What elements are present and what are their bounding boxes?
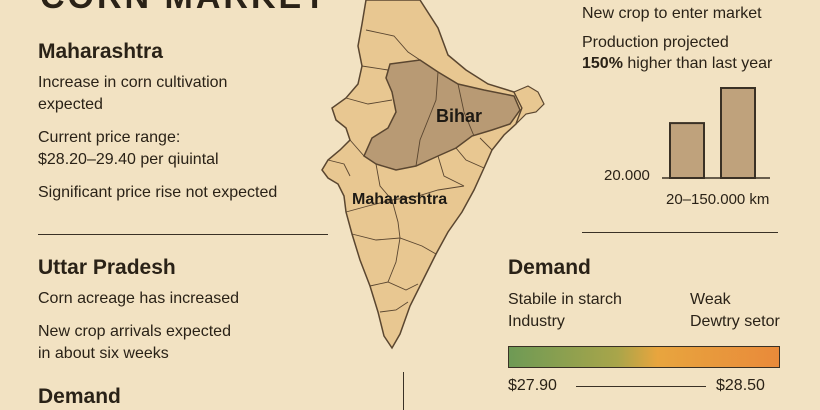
price-low: $27.90 — [508, 377, 557, 394]
left-divider-1 — [38, 234, 328, 235]
production-percent-text: 150% higher than last year — [582, 53, 772, 75]
production-projected-text: Production projected — [582, 34, 729, 51]
highlight-region — [363, 59, 521, 171]
uttar-pradesh-line-1: Corn acreage has increased — [38, 290, 240, 307]
demand-left-label-1: Stabile in starch — [508, 291, 622, 308]
price-range-line — [576, 386, 706, 387]
bar-axis-value: 20.000 — [604, 167, 650, 184]
india-map: Bihar Maharashtra — [321, 0, 545, 350]
bottom-center-divider — [403, 372, 404, 410]
maharashtra-heading: Maharashtra — [38, 40, 163, 63]
demand-right-label-2: Dewtry setor — [690, 313, 780, 330]
production-bar-chart: 20.000 20–150.000 km — [604, 87, 770, 208]
map-label-bihar: Bihar — [436, 106, 482, 126]
page-title: CORN MARKET — [40, 0, 328, 17]
right-divider-1 — [582, 232, 778, 233]
demand-right-label-1: Weak — [690, 291, 731, 308]
production-bar-2 — [720, 87, 756, 179]
bar-axis-caption: 20–150.000 km — [666, 191, 769, 208]
production-bar-1 — [669, 122, 705, 179]
maharashtra-line-2: expected — [38, 96, 103, 113]
demand-left-label-2: Industry — [508, 313, 565, 330]
uttar-pradesh-line-2: New crop arrivals expected — [38, 323, 231, 340]
demand-heading-left: Demand — [38, 385, 121, 408]
india-northeast — [513, 85, 545, 125]
state-borders — [327, 29, 493, 313]
map-label-maharashtra: Maharashtra — [352, 191, 447, 208]
demand-gradient-bar — [508, 346, 780, 368]
uttar-pradesh-heading: Uttar Pradesh — [38, 256, 176, 279]
demand-heading-right: Demand — [508, 256, 591, 279]
new-crop-text: New crop to enter market — [582, 5, 762, 22]
uttar-pradesh-line-3: in about six weeks — [38, 345, 169, 362]
maharashtra-line-5: Significant price rise not expected — [38, 184, 278, 201]
price-high: $28.50 — [716, 377, 765, 394]
production-percent-value: 150% — [582, 55, 623, 72]
maharashtra-line-3: Current price range: — [38, 129, 181, 146]
maharashtra-line-1: Increase in corn cultivation — [38, 74, 228, 91]
maharashtra-line-4: $28.20–29.40 per qiuintal — [38, 151, 219, 168]
india-landmass — [321, 0, 523, 350]
production-percent-rest: higher than last year — [622, 55, 773, 72]
